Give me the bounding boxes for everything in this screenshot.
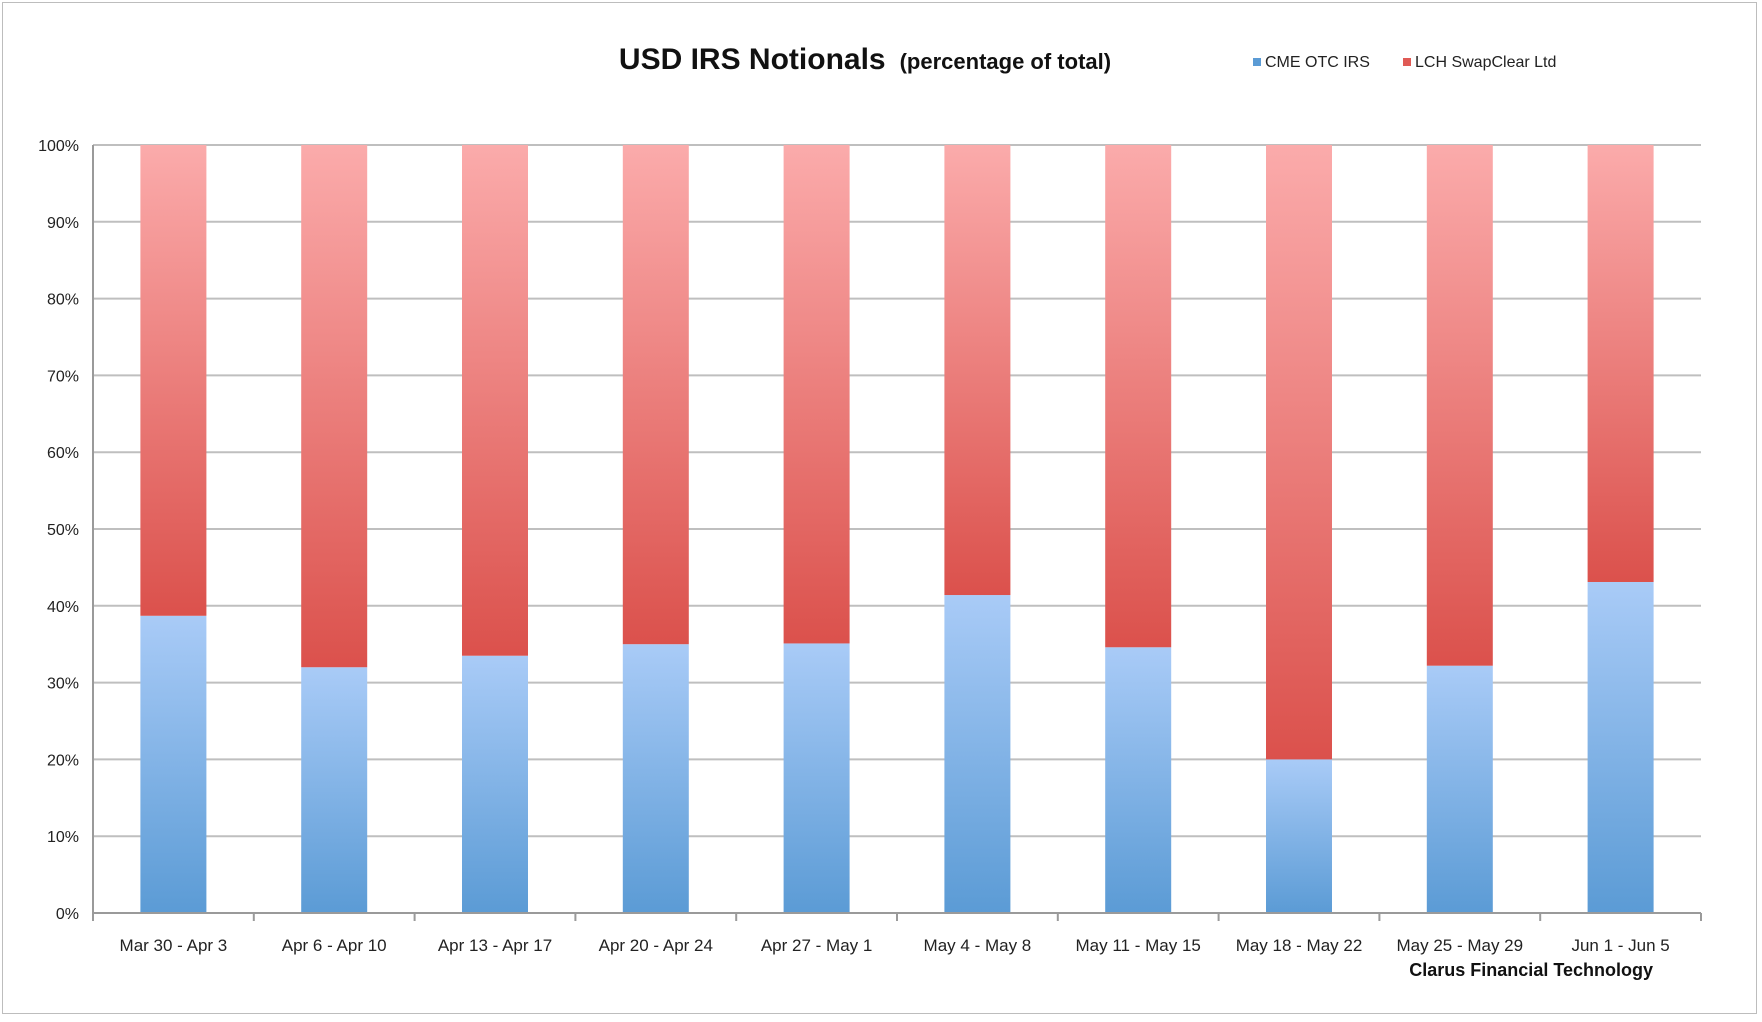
y-tick-label: 100% — [38, 138, 79, 155]
x-tick-label: Apr 6 - Apr 10 — [282, 936, 387, 955]
x-tick-label: Jun 1 - Jun 5 — [1571, 936, 1669, 955]
y-tick-label: 40% — [47, 599, 79, 616]
y-tick-label: 60% — [47, 445, 79, 462]
legend: CME OTC IRS LCH SwapClear Ltd — [1253, 54, 1556, 71]
y-tick-label: 50% — [47, 522, 79, 539]
x-tick-label: May 4 - May 8 — [924, 936, 1032, 955]
chart-title-main: USD IRS Notionals — [619, 43, 886, 76]
bar-segment-lch — [1266, 145, 1332, 760]
y-tick-label: 10% — [47, 829, 79, 846]
credit-annotation: Clarus Financial Technology — [1409, 960, 1653, 980]
bars — [140, 145, 1654, 913]
bar-segment-cme — [462, 655, 528, 913]
bar-segment-cme — [622, 644, 689, 913]
bar-segment-lch — [1587, 145, 1654, 582]
legend-swatch — [1253, 58, 1261, 66]
x-tick-label: Mar 30 - Apr 3 — [120, 936, 228, 955]
bar-segment-lch — [462, 145, 528, 656]
bar-segment-cme — [1587, 581, 1654, 913]
x-tick-label: May 11 - May 15 — [1076, 936, 1201, 955]
bar-segment-cme — [1266, 759, 1332, 913]
y-tick-label: 80% — [47, 292, 79, 309]
x-tick-label: Apr 27 - May 1 — [761, 936, 873, 955]
bar-segment-lch — [1426, 145, 1493, 666]
bar-segment-lch — [944, 145, 1011, 596]
y-tick-label: 20% — [47, 752, 79, 769]
bar-segment-lch — [301, 145, 368, 668]
legend-label: CME OTC IRS — [1265, 54, 1370, 71]
x-tick-label: Apr 20 - Apr 24 — [599, 936, 713, 955]
bar-segment-cme — [301, 667, 368, 913]
bar-segment-cme — [783, 643, 850, 913]
y-tick-label: 70% — [47, 368, 79, 385]
y-tick-label: 30% — [47, 676, 79, 693]
x-tick-label: Apr 13 - Apr 17 — [438, 936, 552, 955]
legend-swatch — [1403, 58, 1411, 66]
legend-label: LCH SwapClear Ltd — [1415, 54, 1556, 71]
chart-title: USD IRS Notionals (percentage of total) — [619, 43, 1111, 76]
bar-segment-lch — [783, 145, 850, 644]
bar-segment-lch — [622, 145, 689, 645]
x-tick-label: May 25 - May 29 — [1396, 936, 1523, 955]
bar-segment-cme — [1426, 665, 1493, 913]
bar-segment-lch — [1105, 145, 1172, 648]
x-axis: Mar 30 - Apr 3 Apr 6 - Apr 10 Apr 13 - Apr… — [92, 912, 1702, 955]
bar-segment-cme — [1105, 647, 1172, 913]
bar-segment-cme — [944, 595, 1011, 913]
y-tick-label: 0% — [56, 906, 79, 923]
stacked-bar-chart: USD IRS Notionals (percentage of total) … — [38, 43, 1702, 980]
bar-segment-cme — [140, 615, 207, 913]
x-tick-label: May 18 - May 22 — [1236, 936, 1363, 955]
y-axis: 0% 10% 20% 30% 40% 50% 60% 70% 80% 90% 100% — [38, 138, 94, 923]
y-tick-label: 90% — [47, 215, 79, 232]
chart-subtitle: (percentage of total) — [900, 49, 1111, 74]
bar-segment-lch — [140, 145, 207, 616]
